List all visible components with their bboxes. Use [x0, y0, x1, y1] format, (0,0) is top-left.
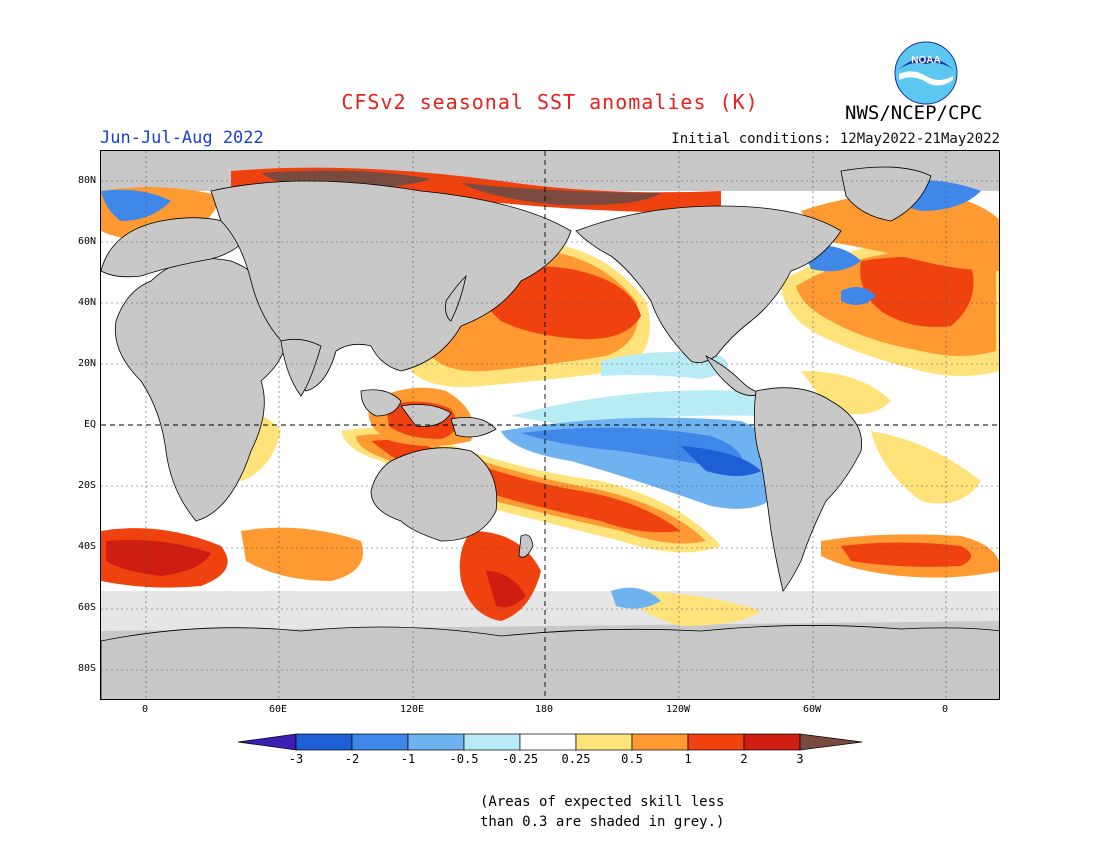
colorbar-label: -3 — [288, 752, 304, 766]
sst-anomaly-map — [100, 150, 1000, 700]
colorbar-label: 3 — [796, 752, 804, 766]
lat-label-20s: 20S — [77, 480, 96, 491]
lon-label-180: 180 — [534, 704, 554, 715]
map-title: CFSv2 seasonal SST anomalies (K) — [341, 90, 759, 114]
lat-label-80n: 80N — [77, 175, 96, 186]
noaa-logo: NOAA — [893, 40, 959, 106]
colorbar-segment-1 — [295, 733, 353, 751]
colorbar-segment-7 — [631, 733, 689, 751]
colorbar-label: 1 — [684, 752, 692, 766]
colorbar — [237, 733, 864, 755]
colorbar-segment-5 — [519, 733, 577, 751]
lon-label-0-east: 0 — [941, 704, 949, 715]
colorbar-label: -2 — [344, 752, 360, 766]
lat-label-40s: 40S — [77, 541, 96, 552]
agency-label: NWS/NCEP/CPC — [845, 102, 983, 124]
skill-note-line-2: than 0.3 are shaded in grey.) — [480, 814, 725, 830]
lat-label-60s: 60S — [77, 602, 96, 613]
lat-label-20n: 20N — [77, 358, 96, 369]
colorbar-segment-9 — [743, 733, 801, 751]
season-label: Jun-Jul-Aug 2022 — [100, 128, 264, 148]
land-masses — [101, 166, 999, 699]
lat-label-80s: 80S — [77, 663, 96, 674]
lon-label-60w: 60W — [802, 704, 822, 715]
skill-note: (Areas of expected skill less than 0.3 a… — [480, 792, 724, 832]
lat-label-eq: EQ — [83, 419, 96, 430]
skill-note-line-1: (Areas of expected skill less — [480, 794, 725, 810]
colorbar-segment-2 — [351, 733, 409, 751]
colorbar-segment-4 — [463, 733, 521, 751]
colorbar-segment-8 — [687, 733, 745, 751]
lon-label-120e: 120E — [399, 704, 425, 715]
colorbar-segment-6 — [575, 733, 633, 751]
colorbar-label: -0.25 — [501, 752, 539, 766]
equator-and-dateline — [101, 151, 999, 699]
colorbar-label: -1 — [400, 752, 416, 766]
lon-label-0: 0 — [141, 704, 149, 715]
colorbar-label: 0.5 — [621, 752, 643, 766]
initial-conditions-label: Initial conditions: 12May2022-21May2022 — [671, 131, 1000, 147]
graticule — [101, 151, 999, 699]
lon-label-60e: 60E — [268, 704, 288, 715]
logo-text: NOAA — [911, 55, 940, 66]
lat-label-40n: 40N — [77, 297, 96, 308]
lon-label-120w: 120W — [665, 704, 691, 715]
colorbar-segment-10 — [799, 733, 863, 751]
colorbar-label: 2 — [740, 752, 748, 766]
colorbar-label: -0.5 — [449, 752, 479, 766]
lat-label-60n: 60N — [77, 236, 96, 247]
colorbar-segment-0 — [237, 733, 297, 751]
colorbar-segment-3 — [407, 733, 465, 751]
map-canvas — [101, 151, 999, 699]
colorbar-label: 0.25 — [561, 752, 591, 766]
